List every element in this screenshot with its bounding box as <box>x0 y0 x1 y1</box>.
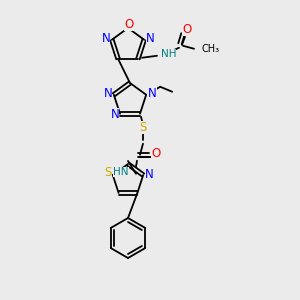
Text: O: O <box>124 17 134 31</box>
Text: N: N <box>148 87 157 100</box>
Text: N: N <box>101 32 110 45</box>
Text: HN: HN <box>113 167 129 177</box>
Text: S: S <box>139 121 147 134</box>
Text: S: S <box>104 166 112 178</box>
Text: O: O <box>152 147 160 160</box>
Text: NH: NH <box>161 49 176 59</box>
Text: N: N <box>145 168 154 181</box>
Text: N: N <box>103 87 112 100</box>
Text: CH₃: CH₃ <box>202 44 220 54</box>
Text: N: N <box>111 108 119 121</box>
Text: N: N <box>146 32 154 45</box>
Text: O: O <box>182 23 192 36</box>
